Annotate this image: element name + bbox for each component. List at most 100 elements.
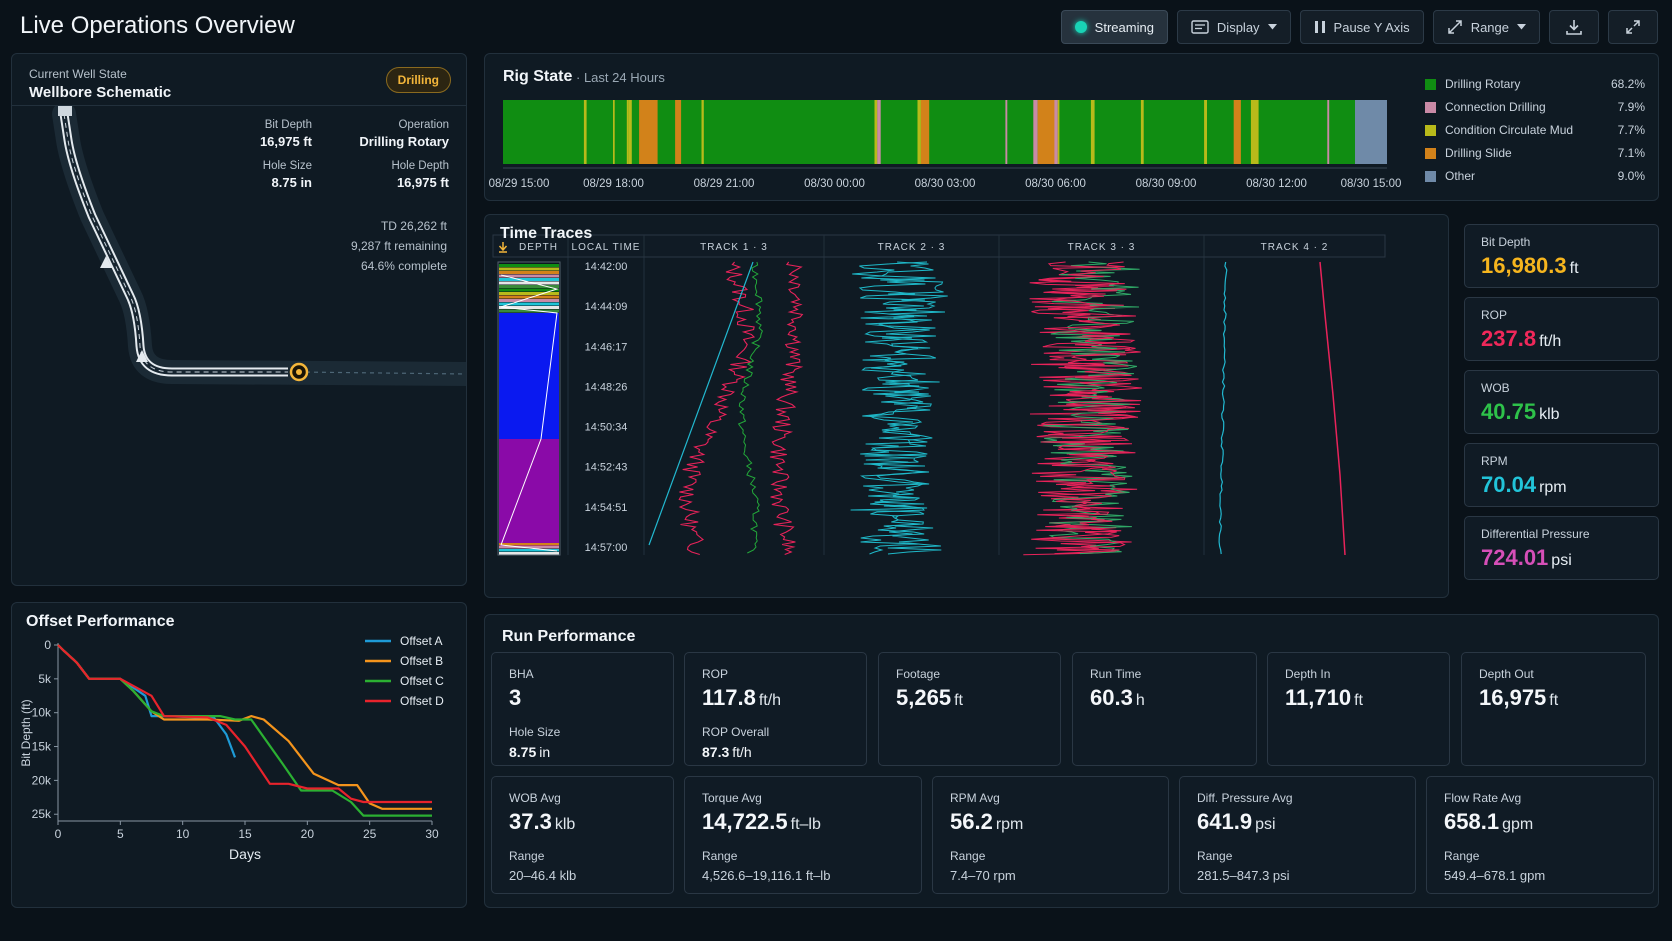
- legend-percent: 7.1%: [1617, 146, 1645, 160]
- download-button[interactable]: [1549, 10, 1599, 44]
- trace-column-header: DEPTH: [519, 242, 558, 253]
- depth-zone-blue: [499, 313, 559, 439]
- bit-depth-stat: Bit Depth 16,975 ft: [260, 119, 312, 149]
- rig-state-legend-item: Connection Drilling 7.9%: [1425, 98, 1645, 118]
- run-card-label: Footage: [896, 667, 941, 681]
- x-tick-label: 25: [363, 827, 377, 841]
- run-card-diff-pressure-avg: Diff. Pressure Avg 641.9 psi Range 281.5–847…: [1179, 776, 1416, 894]
- rig-state-subtitle: · Last 24 Hours: [576, 70, 665, 85]
- run-card-label: Torque Avg: [702, 791, 762, 805]
- rig-state-segment: [1327, 100, 1330, 164]
- run-card-run-time: Run Time 60.3 h: [1072, 652, 1257, 766]
- kpi-value: 40.75 klb: [1481, 399, 1560, 425]
- display-icon: [1191, 20, 1209, 34]
- rig-state-segment: [626, 100, 629, 164]
- depth-zone-purple: [499, 439, 559, 546]
- td-value: TD 26,262 ft: [380, 219, 447, 233]
- track4-cyan-trace: [1218, 261, 1228, 555]
- legend-percent: 7.9%: [1617, 100, 1645, 114]
- run-card-value: 658.1 gpm: [1444, 809, 1533, 835]
- series-line-offset-b: [57, 644, 432, 810]
- rig-state-tick-label: 08/29 15:00: [489, 178, 550, 190]
- wellbore-header: Current Well State Wellbore Schematic Dr…: [12, 54, 466, 106]
- rig-state-tick-label: 08/30 03:00: [915, 178, 976, 190]
- rig-state-segment: [1250, 100, 1255, 164]
- rig-state-segment: [639, 100, 658, 164]
- depth-band: [499, 267, 559, 271]
- streaming-button[interactable]: Streaming: [1060, 10, 1168, 44]
- run-card-value: 641.9 psi: [1197, 809, 1276, 835]
- streaming-label: Streaming: [1094, 19, 1154, 35]
- run-card-unit: ft–lb: [790, 816, 821, 833]
- status-badge: Drilling: [385, 67, 451, 93]
- run-performance-panel: Run Performance BHA 3 Hole Size 8.75 in ROP 11…: [484, 614, 1659, 908]
- trace-column-header: TRACK 2 · 3: [878, 242, 946, 253]
- run-card-range-label: Range: [509, 849, 545, 863]
- run-card-value: 5,265 ft: [896, 685, 963, 711]
- bit-depth-value: 16,975 ft: [259, 134, 312, 149]
- hole-size-label: Hole Size: [262, 160, 312, 172]
- kpi-label: Differential Pressure: [1481, 527, 1590, 541]
- legend-label: Drilling Rotary: [1445, 77, 1521, 91]
- hole-depth-value: 16,975 ft: [396, 175, 449, 190]
- rig-state-tick-label: 08/30 00:00: [804, 178, 865, 190]
- operation-label: Operation: [398, 119, 449, 131]
- casing-shoe-icon: [100, 256, 148, 362]
- rig-state-title: Rig State: [503, 68, 573, 85]
- kpi-value: 70.04 rpm: [1481, 472, 1567, 498]
- kpi-unit: klb: [1539, 406, 1560, 423]
- hole-depth-label: Hole Depth: [391, 160, 449, 172]
- display-button[interactable]: Display: [1176, 10, 1291, 44]
- trace-column-header: TRACK 3 · 3: [1068, 242, 1136, 253]
- derrick-icon: [58, 106, 72, 116]
- run-card-number: 3: [509, 685, 522, 710]
- kpi-label: ROP: [1481, 308, 1508, 322]
- range-button[interactable]: Range: [1432, 10, 1540, 44]
- run-card-number: 56.2: [950, 809, 993, 834]
- range-label: Range: [1470, 19, 1509, 35]
- kpi-card-rop: ROP 237.8 ft/h: [1464, 297, 1659, 361]
- pause-y-axis-button[interactable]: Pause Y Axis: [1299, 10, 1424, 44]
- run-card-range-value: 281.5–847.3 psi: [1197, 868, 1290, 883]
- run-card-torque-avg: Torque Avg 14,722.5 ft–lb Range 4,526.6–19,1…: [684, 776, 922, 894]
- run-card-depth-in: Depth In 11,710 ft: [1267, 652, 1450, 766]
- depth-band: [499, 543, 559, 546]
- kpi-label: RPM: [1481, 454, 1508, 468]
- legend-swatch: [1425, 171, 1436, 182]
- rig-state-segment: [1037, 100, 1055, 164]
- operation-stat: Operation Drilling Rotary: [359, 119, 449, 149]
- track3-green-trace: [1040, 261, 1140, 555]
- rig-state-segment: [877, 100, 881, 164]
- run-card-number: 37.3: [509, 809, 552, 834]
- run-card-unit: klb: [554, 816, 576, 833]
- track2-cyan-trace-b: [859, 261, 948, 555]
- kpi-label: WOB: [1481, 381, 1510, 395]
- run-card-label: WOB Avg: [509, 791, 561, 805]
- y-tick-label: 20k: [32, 773, 52, 787]
- rig-state-segment: [1204, 100, 1207, 164]
- legend-percent: 7.7%: [1617, 123, 1645, 137]
- kpi-unit: ft: [1569, 260, 1579, 277]
- run-card-rop: ROP 117.8 ft/h ROP Overall 87.3 ft/h: [684, 652, 867, 766]
- kpi-number: 70.04: [1481, 472, 1537, 497]
- fullscreen-button[interactable]: [1608, 10, 1658, 44]
- chevron-down-icon: [1517, 24, 1526, 30]
- app-header: Live Operations Overview Streaming Displ…: [0, 0, 1672, 54]
- wellbore-panel: Current Well State Wellbore Schematic Dr…: [11, 53, 467, 586]
- trace-time-label: 14:54:51: [585, 502, 628, 514]
- depth-band: [499, 309, 559, 313]
- run-card-range-label: Range: [950, 849, 986, 863]
- legend-label: Drilling Slide: [1445, 146, 1512, 160]
- kpi-unit: psi: [1551, 552, 1572, 569]
- depth-trajectory-line: [500, 274, 559, 552]
- depth-band: [499, 288, 559, 292]
- trace-column-header: TRACK 4 · 2: [1261, 242, 1329, 253]
- rig-state-segment: [1254, 100, 1259, 164]
- bit-position-center-icon: [296, 369, 302, 375]
- rig-state-tick-label: 08/30 15:00: [1341, 178, 1402, 190]
- depth-band: [499, 281, 559, 285]
- kpi-card-bit-depth: Bit Depth 16,980.3 ft: [1464, 224, 1659, 288]
- trace-time-label: 14:57:00: [585, 542, 628, 554]
- x-tick-label: 5: [117, 827, 124, 841]
- run-card-secondary-label: Hole Size: [509, 725, 561, 739]
